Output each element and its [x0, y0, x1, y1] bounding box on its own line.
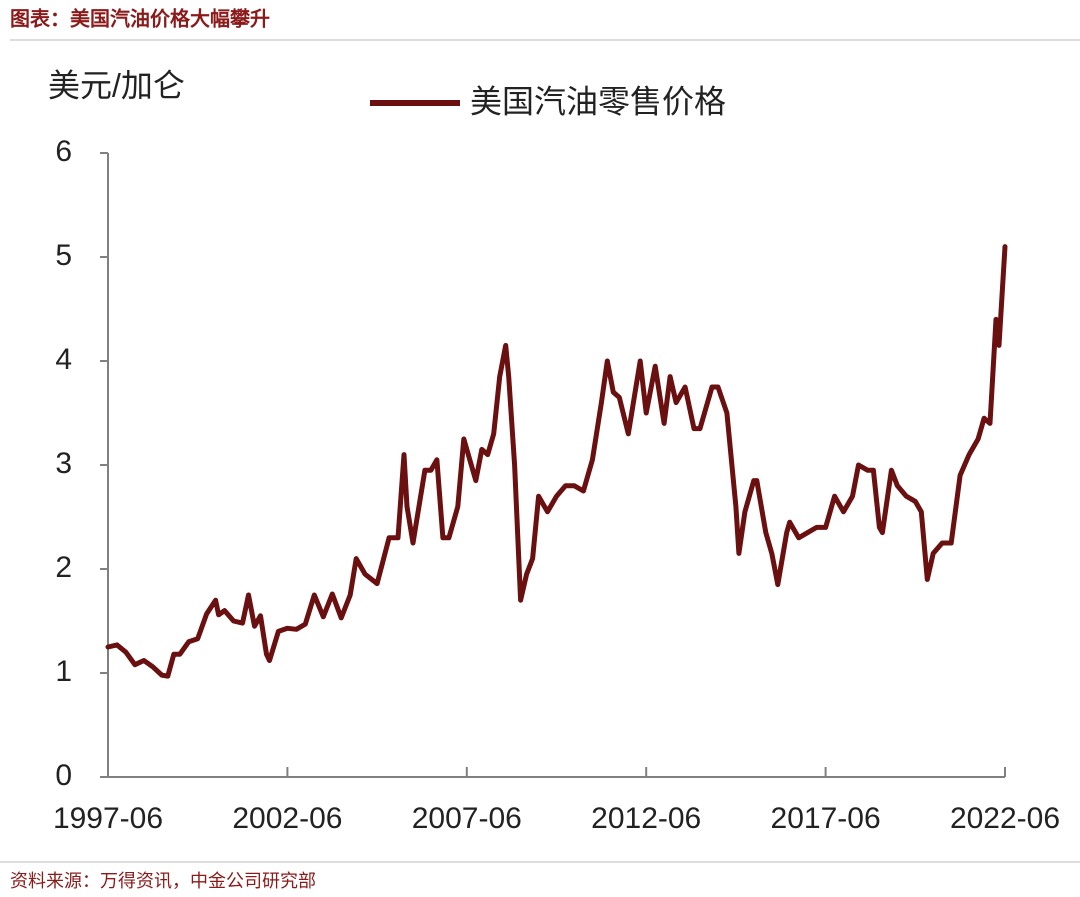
- x-tick-label: 2007-06: [412, 802, 522, 835]
- chart-title: 图表：美国汽油价格大幅攀升: [10, 6, 270, 30]
- x-tick-label: 2002-06: [232, 802, 342, 835]
- legend-label: 美国汽油零售价格: [470, 83, 726, 119]
- x-tick-label: 1997-06: [53, 802, 163, 835]
- x-tick-label: 2017-06: [771, 802, 881, 835]
- y-tick-label: 5: [55, 239, 72, 272]
- x-tick-label: 2022-06: [950, 802, 1060, 835]
- y-tick-label: 6: [55, 135, 72, 168]
- y-axis-label: 美元/加仑: [48, 67, 185, 103]
- y-tick-label: 4: [55, 343, 72, 376]
- y-tick-label: 1: [55, 655, 72, 688]
- data-line: [105, 244, 1008, 679]
- source-note: 资料来源：万得资讯，中金公司研究部: [10, 871, 316, 891]
- x-tick-label: 2012-06: [591, 802, 701, 835]
- y-tick-label: 3: [55, 447, 72, 480]
- y-tick-label: 2: [55, 551, 72, 584]
- y-tick-label: 0: [55, 759, 72, 792]
